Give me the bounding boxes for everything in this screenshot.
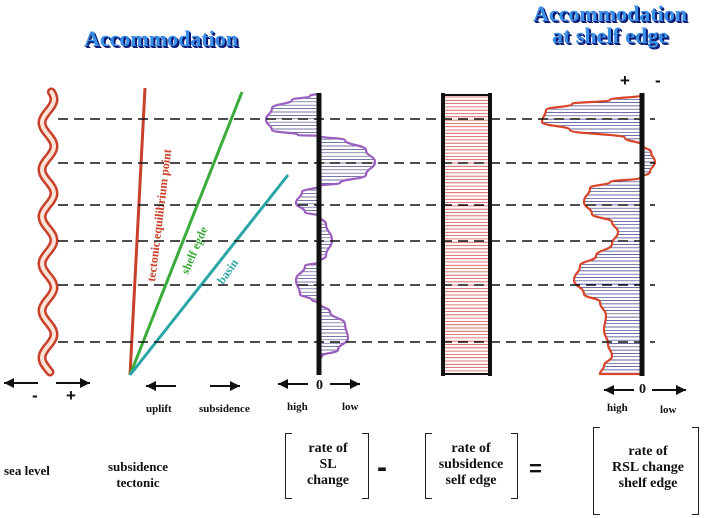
uplift-arrow-head	[146, 381, 156, 391]
sea-level-right-arrow-head	[80, 378, 90, 388]
basin-line-label: basin	[214, 256, 241, 287]
sl-low-arrow-head	[350, 379, 360, 389]
sl-zero-label: 0	[316, 378, 323, 393]
term3-line3: shelf edge	[618, 476, 678, 491]
horizon-dashed-lines	[58, 118, 655, 343]
sl-high-label: high	[287, 401, 308, 413]
subsidence-label: subsidence	[199, 403, 250, 415]
term2-line2: subsidence	[438, 457, 504, 472]
shelf-edge-title: Accommodation at shelf edge	[512, 3, 707, 47]
tectonic-equilibrium-line	[128, 87, 147, 376]
sea-level-minus: -	[32, 386, 38, 405]
sea-level-left-arrow-head	[4, 378, 14, 388]
shelf-edge-line	[128, 91, 244, 376]
sea-level-plus: +	[66, 386, 76, 405]
subsidence-arrow-head	[230, 381, 240, 391]
term2-right-bracket	[511, 433, 518, 499]
sl-change-curve	[264, 91, 377, 375]
term1-left-bracket	[285, 433, 292, 499]
rsl-change-hatch	[542, 95, 655, 374]
subsidence-tectonic-caption: subsidence tectonic	[108, 459, 168, 491]
term3-right-bracket	[692, 427, 699, 515]
term1-right-bracket	[362, 433, 369, 499]
minus-top-label: -	[655, 71, 661, 90]
term1-line3: change	[307, 473, 349, 488]
subsidence-tectonic-line2: tectonic	[116, 475, 160, 490]
rsl-high-label: high	[607, 402, 628, 414]
rsl-change-curve	[540, 93, 657, 376]
sl-high-arrow-head	[278, 379, 288, 389]
rsl-low-arrow-head	[676, 385, 686, 395]
shelf-edge-title-line1: Accommodation	[533, 1, 687, 26]
accommodation-title: Accommodation	[84, 26, 238, 51]
term1-line2: SL	[319, 457, 337, 472]
term2-line3: self edge	[445, 473, 497, 488]
term3-left-bracket	[593, 427, 600, 515]
rsl-high-arrow-head	[604, 385, 614, 395]
term2-left-bracket	[425, 433, 432, 499]
term2-text: rate of subsidence self edge	[428, 441, 514, 489]
shelf-line-label: shelf egde	[178, 224, 211, 276]
term3-text: rate of RSL change shelf edge	[600, 444, 696, 492]
term2-line1: rate of	[451, 441, 491, 456]
sea-level-curve-highlight	[39, 90, 57, 374]
subsidence-hatch	[443, 96, 490, 372]
term3-line2: RSL change	[612, 460, 684, 475]
plus-top-label: +	[620, 71, 630, 90]
equals-operator: =	[529, 456, 542, 481]
term1-line1: rate of	[308, 441, 348, 456]
rsl-zero-label: 0	[639, 382, 646, 397]
subsidence-tectonic-line1: subsidence	[108, 459, 168, 474]
shelf-edge-title-line2: at shelf edge	[551, 23, 669, 48]
sea-level-caption: sea level	[4, 463, 50, 478]
sl-low-label: low	[342, 401, 359, 413]
term3-line1: rate of	[628, 444, 668, 459]
term1-text: rate of SL change	[295, 441, 361, 489]
uplift-label: uplift	[146, 403, 172, 415]
rsl-low-label: low	[660, 404, 677, 416]
axis-arrows	[4, 378, 686, 395]
minus-operator: -	[377, 451, 387, 484]
tectonic-line-label: tectonic equilibrium point	[144, 148, 174, 282]
